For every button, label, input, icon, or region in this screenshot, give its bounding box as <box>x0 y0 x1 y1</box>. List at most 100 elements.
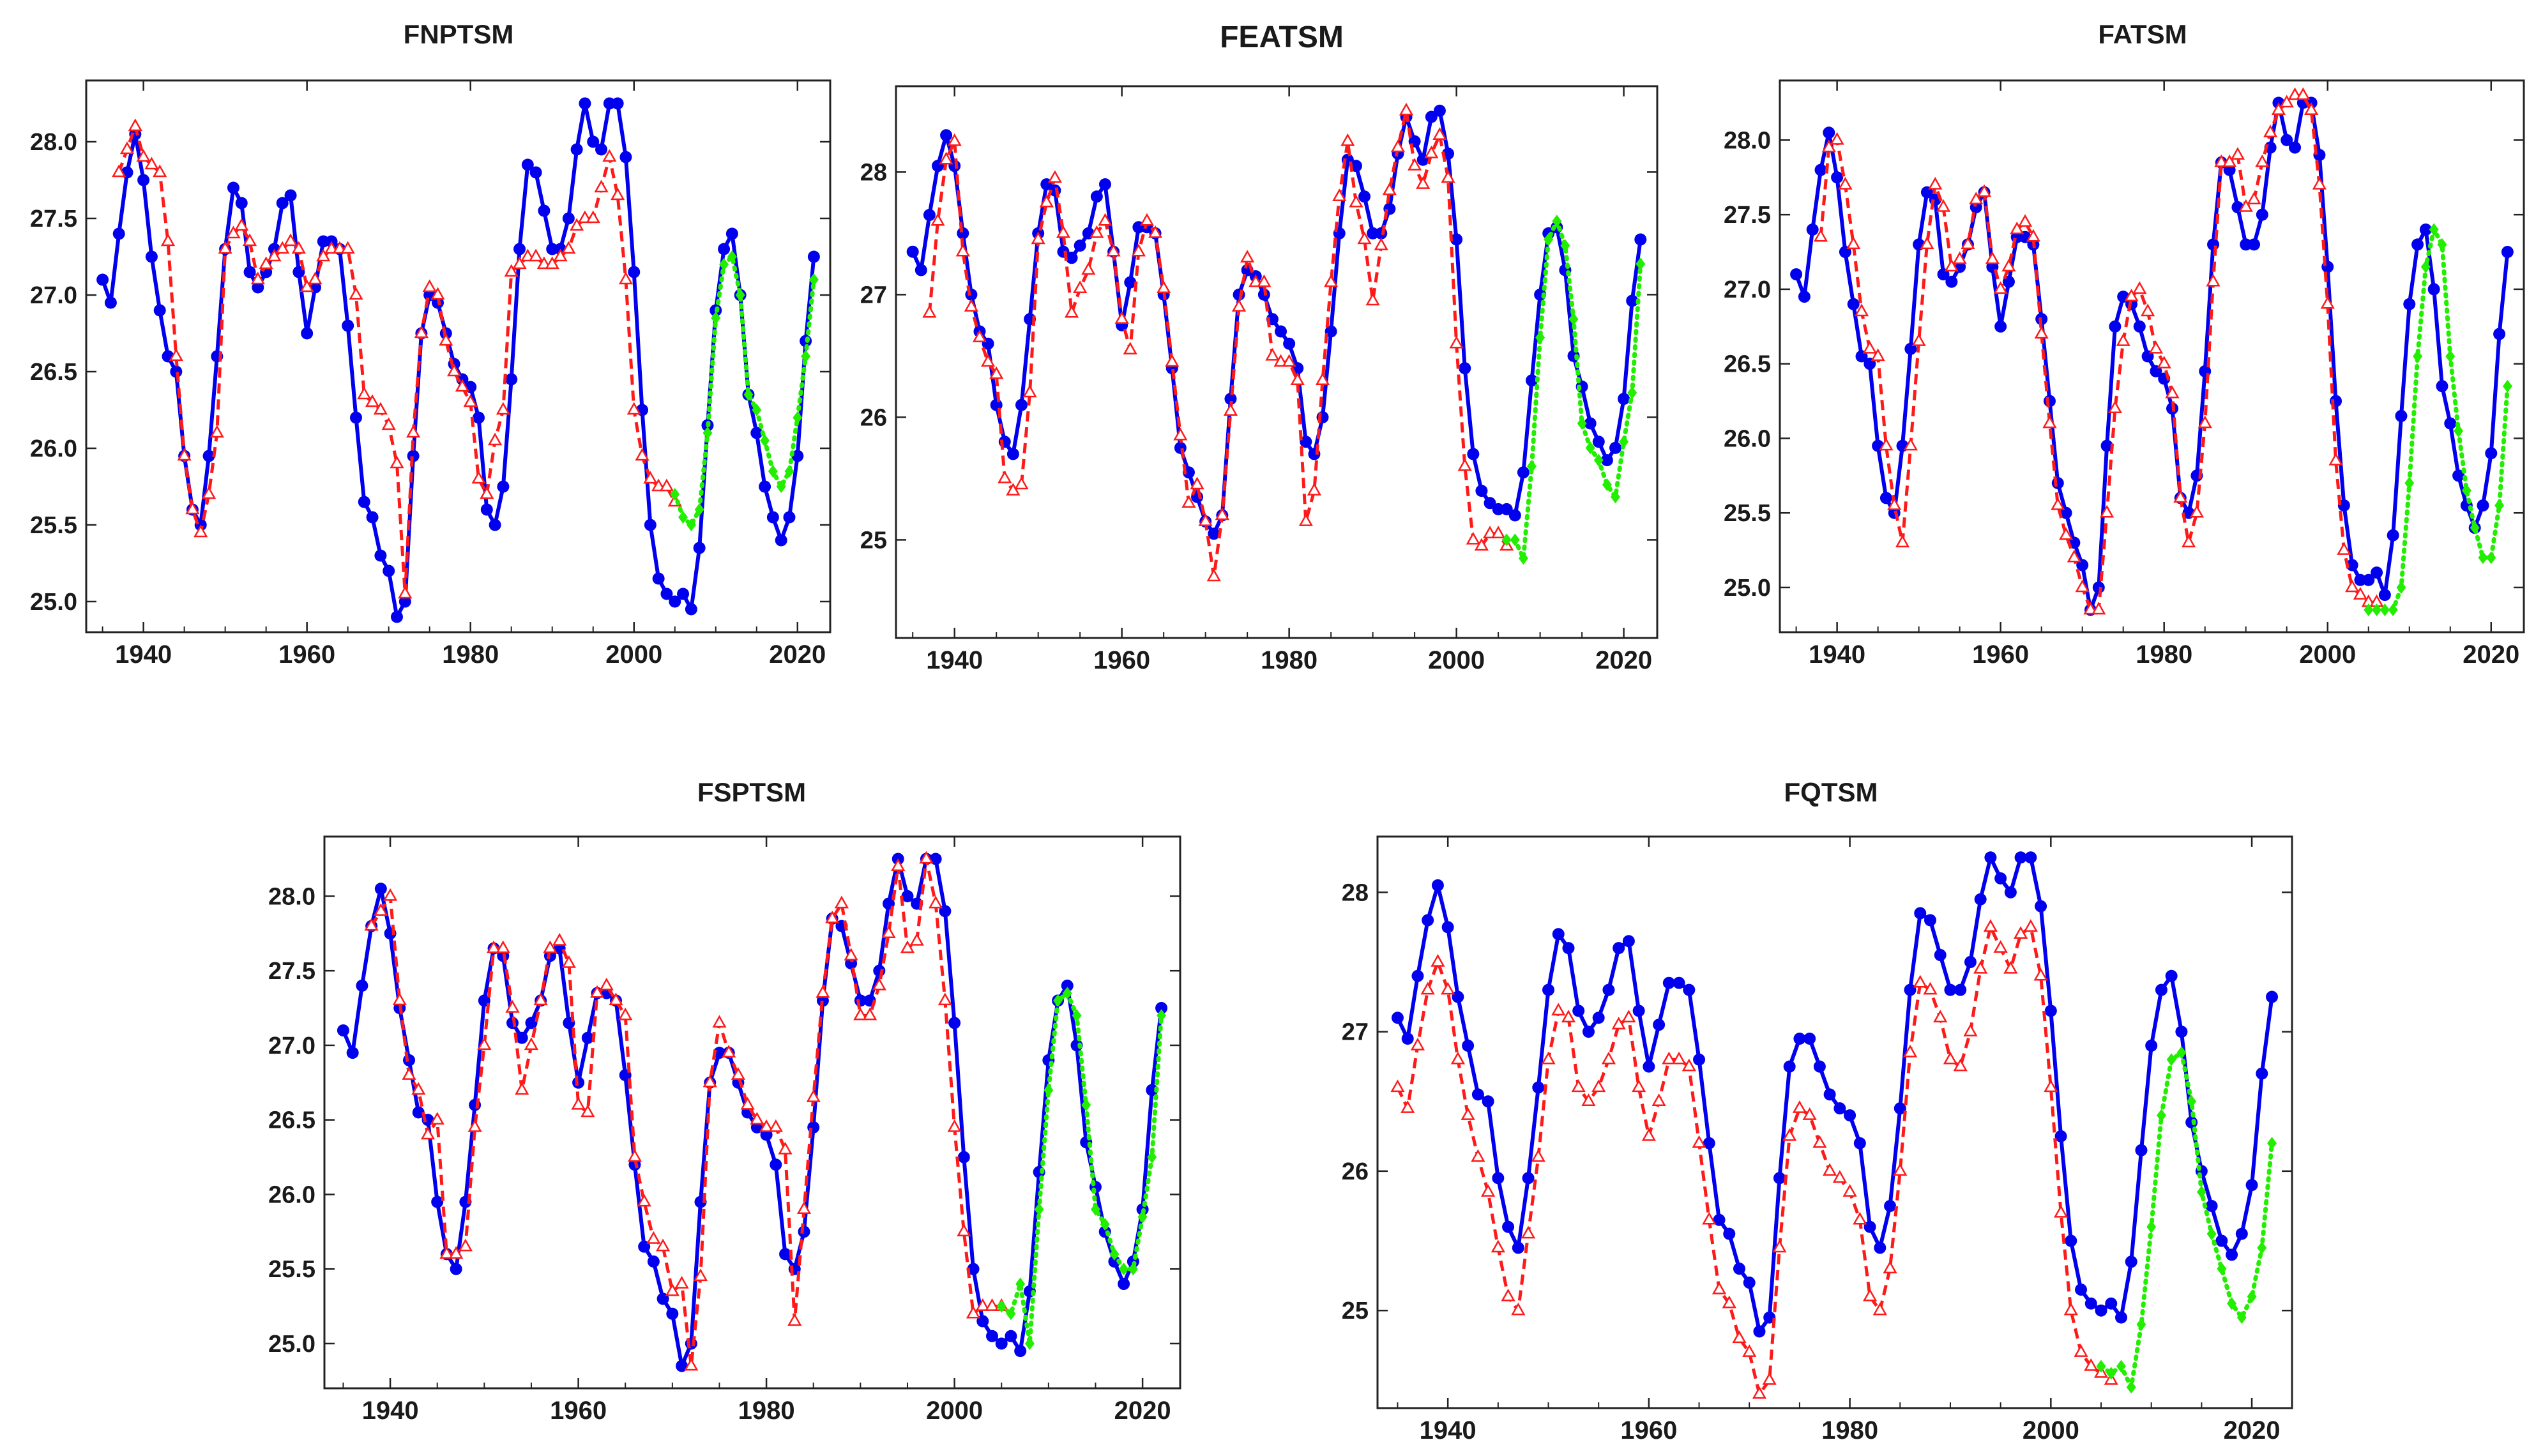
forecast-point <box>2217 1262 2227 1275</box>
fitted-point <box>834 895 849 909</box>
fitted-point <box>1846 236 1861 250</box>
chart-fatsm: FATSM 25.0 25.5 26.0 26.5 27.0 27.5 28.0… <box>1724 19 2525 669</box>
fitted-point <box>1681 1058 1696 1072</box>
fitted-point <box>1854 303 1869 317</box>
fitted-point <box>234 218 249 231</box>
forecast-point <box>1585 441 1595 455</box>
fitted-point <box>2214 154 2229 167</box>
observed-point <box>676 1360 688 1372</box>
observed-point <box>2035 900 2047 913</box>
fitted-point <box>2084 1358 2099 1371</box>
observed-point <box>807 250 820 263</box>
fitted-point <box>618 1007 633 1020</box>
fitted-point <box>1561 1010 1576 1023</box>
fitted-point <box>390 455 404 469</box>
fitted-point <box>128 118 142 132</box>
observed-point <box>1224 393 1237 406</box>
forecast-point <box>2461 484 2471 497</box>
observed-point <box>1467 448 1480 460</box>
observed-point <box>1431 879 1444 891</box>
fitted-point <box>201 486 216 499</box>
y-tick-label: 28 <box>860 159 887 186</box>
fitted-point <box>1893 1163 1908 1176</box>
fitted-point <box>422 279 437 292</box>
chart-featsm: FEATSM 25 26 27 28 1940 1960 1980 2000 2… <box>860 20 1659 674</box>
observed-point <box>1542 983 1555 996</box>
observed-point <box>1592 1012 1605 1024</box>
fitted-point <box>2033 967 2048 981</box>
fitted-point <box>439 1246 454 1259</box>
observed-point <box>1798 291 1810 303</box>
fitted-point <box>2353 587 2368 600</box>
observed-point <box>783 511 796 524</box>
observed-point <box>1532 1081 1545 1094</box>
y-tick-label: 27.0 <box>30 282 77 309</box>
y-tick-label: 28.0 <box>30 129 77 156</box>
observed-point <box>718 243 731 255</box>
observed-point <box>1683 983 1696 996</box>
fitted-point <box>1123 342 1137 355</box>
fitted-point <box>1365 292 1380 306</box>
forecast-point <box>1611 490 1621 504</box>
observed-point <box>2501 246 2514 259</box>
fitted-point <box>674 1275 689 1289</box>
observed-point <box>2114 1311 2127 1324</box>
observed-point <box>901 890 914 902</box>
observed-point <box>2165 969 2178 982</box>
fitted-point <box>1181 495 1196 508</box>
forecast-point <box>2156 1109 2166 1122</box>
observed-point <box>693 542 706 554</box>
observed-point <box>2485 447 2498 460</box>
fitted-point <box>611 187 625 201</box>
observed-point <box>2395 409 2408 422</box>
x-axis: 1940 1960 1980 2000 2020 <box>926 646 1652 674</box>
fitted-point <box>411 1082 426 1095</box>
fitted-point <box>930 213 945 226</box>
fitted-point <box>374 903 388 916</box>
fitted-point <box>1772 1240 1787 1253</box>
fitted-point <box>1511 1302 1526 1316</box>
fitted-point <box>1742 1344 1757 1357</box>
y-tick-label: 26 <box>1342 1158 1369 1185</box>
forecast-point <box>678 511 688 524</box>
x-axis: 1940 1960 1980 2000 2020 <box>115 641 826 669</box>
observed-point <box>1592 436 1605 448</box>
forecast-point <box>1119 1263 1129 1276</box>
fitted-point <box>2013 926 2028 939</box>
observed-point <box>1733 1263 1746 1275</box>
fitted-point <box>477 1037 492 1050</box>
observed-point <box>1522 1172 1535 1185</box>
observed-point <box>1914 907 1927 920</box>
fitted-point <box>637 1194 651 1207</box>
observed-point <box>515 1031 528 1044</box>
observed-point <box>374 883 387 895</box>
observed-point <box>1492 503 1505 515</box>
observed-point <box>1118 1278 1130 1291</box>
observed-point <box>652 572 665 585</box>
observed-point <box>284 189 297 202</box>
fitted-point <box>1832 1170 1848 1183</box>
observed-point <box>2100 439 2113 452</box>
fitted-point <box>136 149 151 162</box>
fitted-point <box>446 363 462 377</box>
observed-point <box>1693 1053 1706 1066</box>
fitted-point <box>1491 526 1506 539</box>
fitted-point <box>2058 527 2074 540</box>
y-tick-label: 25.0 <box>30 589 77 616</box>
observed-point <box>985 1330 998 1342</box>
fitted-point <box>1732 1330 1747 1344</box>
forecast-point <box>2478 551 2488 565</box>
fitted-point <box>1895 535 1910 548</box>
fitted-point <box>524 1037 539 1050</box>
x-tick-label: 2020 <box>769 641 826 669</box>
forecast-point <box>2445 350 2456 363</box>
y-tick-label: 27.5 <box>268 958 315 985</box>
x-tick-label: 1960 <box>278 641 335 669</box>
fitted-point <box>778 1141 793 1155</box>
fitted-point <box>144 156 159 170</box>
fitted-point <box>922 305 937 318</box>
fitted-point <box>1431 953 1445 967</box>
observed-point <box>1964 955 1977 968</box>
fitted-point <box>1450 1051 1466 1065</box>
forecast-point <box>1501 533 1512 547</box>
